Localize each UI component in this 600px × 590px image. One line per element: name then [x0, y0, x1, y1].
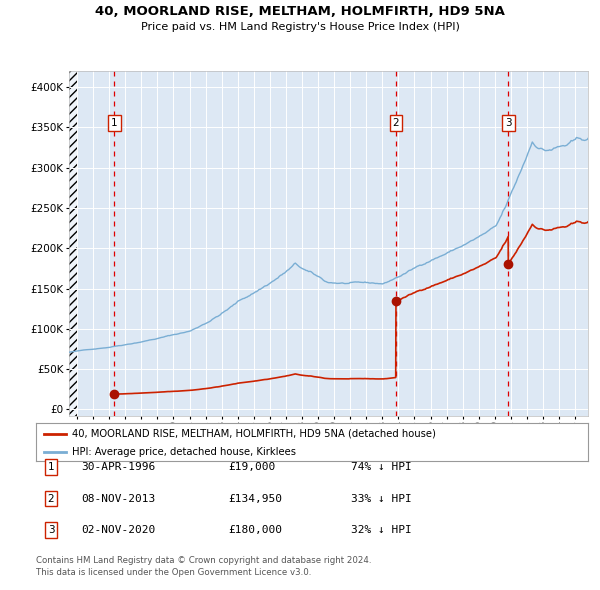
- Text: £180,000: £180,000: [228, 525, 282, 535]
- Text: 1: 1: [111, 118, 118, 128]
- Text: 74% ↓ HPI: 74% ↓ HPI: [351, 463, 412, 472]
- Text: 40, MOORLAND RISE, MELTHAM, HOLMFIRTH, HD9 5NA (detached house): 40, MOORLAND RISE, MELTHAM, HOLMFIRTH, H…: [72, 429, 436, 439]
- Text: 33% ↓ HPI: 33% ↓ HPI: [351, 494, 412, 503]
- Text: 40, MOORLAND RISE, MELTHAM, HOLMFIRTH, HD9 5NA: 40, MOORLAND RISE, MELTHAM, HOLMFIRTH, H…: [95, 5, 505, 18]
- Text: This data is licensed under the Open Government Licence v3.0.: This data is licensed under the Open Gov…: [36, 568, 311, 577]
- Text: 2: 2: [392, 118, 399, 128]
- Text: Contains HM Land Registry data © Crown copyright and database right 2024.: Contains HM Land Registry data © Crown c…: [36, 556, 371, 565]
- Text: 3: 3: [505, 118, 512, 128]
- Text: £19,000: £19,000: [228, 463, 275, 472]
- Text: 2: 2: [47, 494, 55, 503]
- Text: 08-NOV-2013: 08-NOV-2013: [81, 494, 155, 503]
- Text: 30-APR-1996: 30-APR-1996: [81, 463, 155, 472]
- Text: 02-NOV-2020: 02-NOV-2020: [81, 525, 155, 535]
- Text: 3: 3: [47, 525, 55, 535]
- Text: £134,950: £134,950: [228, 494, 282, 503]
- Text: HPI: Average price, detached house, Kirklees: HPI: Average price, detached house, Kirk…: [72, 447, 296, 457]
- Text: Price paid vs. HM Land Registry's House Price Index (HPI): Price paid vs. HM Land Registry's House …: [140, 22, 460, 32]
- Text: 1: 1: [47, 463, 55, 472]
- Text: 32% ↓ HPI: 32% ↓ HPI: [351, 525, 412, 535]
